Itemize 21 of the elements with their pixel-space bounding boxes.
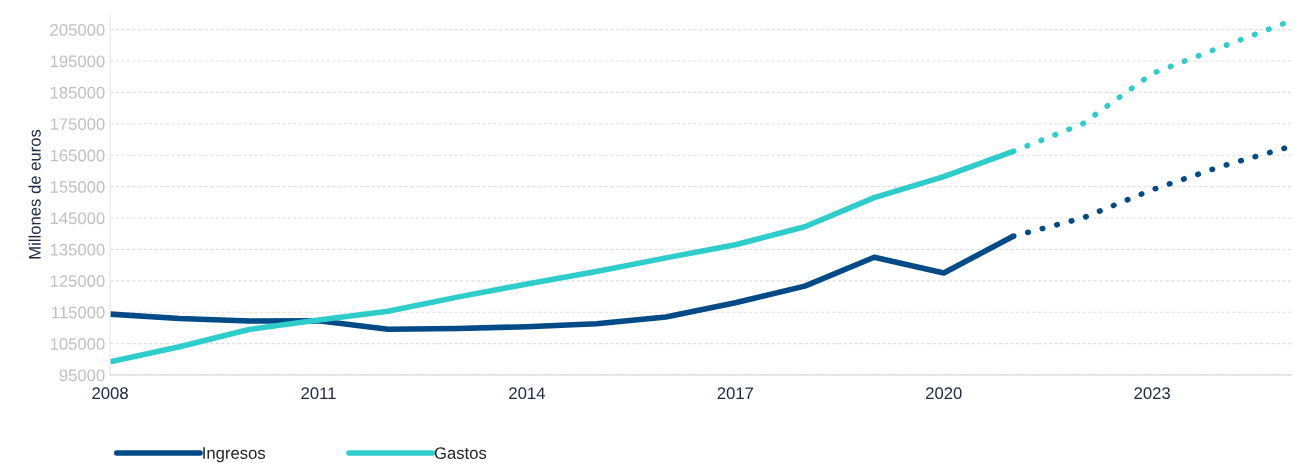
y-tick-label: 95000 [59, 369, 105, 382]
x-tick-label: 2008 [92, 387, 128, 400]
y-tick-label: 105000 [50, 338, 105, 350]
y-tick-label: 195000 [50, 55, 105, 68]
x-tick-label: 2017 [717, 387, 754, 400]
y-tick-label: 185000 [50, 86, 105, 99]
x-tick-label: 2023 [1134, 387, 1170, 400]
y-tick-label: 155000 [50, 181, 105, 193]
y-tick-label: 205000 [50, 23, 105, 36]
x-tick-label: 2020 [926, 387, 962, 400]
legend-label: Gastos [434, 447, 487, 459]
y-tick-label: 135000 [50, 243, 105, 256]
y-axis-title: Millones de euros [28, 129, 41, 259]
x-tick-label: 2011 [301, 387, 336, 400]
x-tick-label: 2014 [509, 387, 545, 400]
y-tick-label: 165000 [50, 149, 105, 162]
y-tick-label: 125000 [50, 275, 105, 288]
y-tick-label: 175000 [50, 118, 105, 131]
legend-label: Ingresos [203, 447, 266, 463]
y-tick-label: 115000 [52, 306, 105, 319]
y-tick-label: 145000 [50, 212, 105, 225]
